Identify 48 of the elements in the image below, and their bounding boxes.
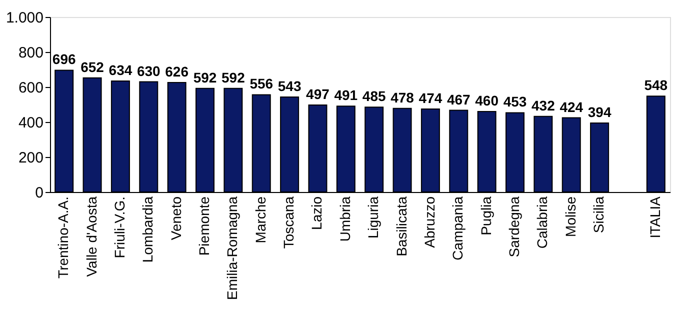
x-tick-label: Veneto xyxy=(168,196,184,240)
data-label: 652 xyxy=(80,58,104,75)
data-label: 548 xyxy=(644,77,668,94)
y-tick-label: 1.000 xyxy=(6,10,44,26)
data-label: 696 xyxy=(52,51,76,68)
x-tick-label: Lazio xyxy=(308,196,325,230)
data-label: 478 xyxy=(390,89,414,106)
x-tick-label: Sardegna xyxy=(506,196,522,258)
x-tick-label: Emilia-Romagna xyxy=(224,196,240,300)
data-label: 634 xyxy=(108,62,132,78)
x-tick-label: Trentino-A.A. xyxy=(55,196,72,278)
x-tick-label: Lombardia xyxy=(140,196,156,263)
x-tick-label: Friuli-V.G. xyxy=(111,196,128,258)
data-label: 424 xyxy=(560,98,584,115)
data-label: 497 xyxy=(306,86,330,102)
data-label: 626 xyxy=(165,63,189,80)
data-label: 485 xyxy=(362,88,386,104)
y-tick-label: 800 xyxy=(18,44,44,62)
x-tick-label: Basilicata xyxy=(393,196,410,256)
x-tick-label: Molise xyxy=(562,196,578,237)
data-label: 592 xyxy=(193,69,217,86)
y-tick-label: 200 xyxy=(18,150,44,166)
data-label: 453 xyxy=(503,94,527,110)
data-label: 556 xyxy=(250,76,274,92)
x-tick-label: Liguria xyxy=(365,196,382,239)
y-tick-label: 0 xyxy=(35,184,44,202)
x-tick-label: Campania xyxy=(450,196,466,260)
x-tick-label: Marche xyxy=(252,196,268,244)
x-tick-label: Piemonte xyxy=(196,196,212,256)
x-tick-label: ITALIA xyxy=(646,196,663,238)
y-tick-label: 400 xyxy=(18,114,44,132)
x-tick-label: Valle d'Aosta xyxy=(83,196,100,277)
data-label: 630 xyxy=(136,62,161,79)
x-tick-label: Toscana xyxy=(280,196,297,249)
data-label: 491 xyxy=(334,87,358,104)
x-tick-label: Umbria xyxy=(336,196,353,242)
data-label: 432 xyxy=(532,97,556,114)
data-label: 460 xyxy=(475,92,499,108)
data-label: 474 xyxy=(418,90,442,106)
data-label: 543 xyxy=(278,78,302,94)
x-tick-label: Puglia xyxy=(478,196,494,236)
y-tick-label: 600 xyxy=(18,80,44,96)
data-label: 592 xyxy=(222,69,246,86)
data-label: 394 xyxy=(588,104,612,120)
x-tick-label: Sicilia xyxy=(590,196,607,234)
data-label: 467 xyxy=(446,91,471,108)
x-tick-label: Calabria xyxy=(534,196,550,249)
x-tick-label: Abruzzo xyxy=(421,196,438,248)
